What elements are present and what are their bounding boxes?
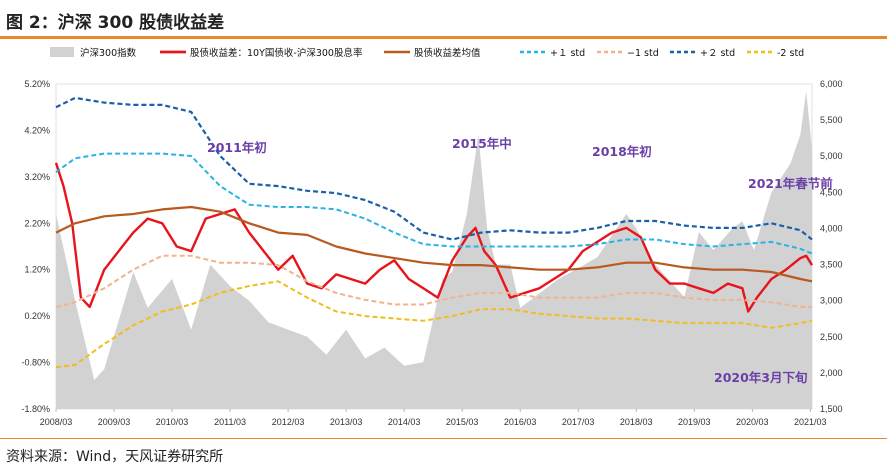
y-right-tick-label: 4,500 (820, 187, 843, 197)
y-right-tick-label: 2,000 (820, 368, 843, 378)
y-left-tick-label: 1.20% (24, 265, 50, 275)
y-left-tick-label: 3.20% (24, 172, 50, 182)
x-tick-label: 2021/03 (794, 417, 827, 427)
title-divider (0, 36, 887, 39)
x-tick-label: 2019/03 (678, 417, 711, 427)
y-right-tick-label: 3,500 (820, 260, 843, 270)
y-right-tick-label: 5,000 (820, 151, 843, 161)
y-left-tick-label: 2.20% (24, 218, 50, 228)
y-left-tick-label: 5.20% (24, 79, 50, 89)
legend-label: -2 std (777, 48, 804, 59)
annotation-label: 2018年初 (592, 144, 652, 159)
x-tick-label: 2010/03 (156, 417, 189, 427)
series-line-6 (55, 280, 813, 369)
source-note: 资料来源：Wind，天风证券研究所 (6, 449, 224, 465)
x-tick-label: 2013/03 (330, 417, 363, 427)
legend-label: +２ std (700, 48, 735, 59)
series-index-area (56, 91, 812, 409)
x-tick-label: 2016/03 (504, 417, 537, 427)
y-right-tick-label: 6,000 (820, 79, 843, 89)
legend-label: +１ std (550, 48, 585, 59)
x-tick-label: 2020/03 (736, 417, 769, 427)
series-line-2 (55, 205, 813, 283)
series-line-4 (55, 254, 812, 308)
annotation-label: 2015年中 (452, 136, 512, 151)
y-right-tick-label: 3,000 (820, 296, 843, 306)
x-tick-label: 2015/03 (446, 417, 479, 427)
line-layer (54, 96, 814, 369)
x-tick-label: 2009/03 (98, 417, 131, 427)
x-tick-label: 2018/03 (620, 417, 653, 427)
legend-label: −1 std (627, 48, 659, 59)
series-line-1 (54, 162, 814, 313)
y-left-tick-label: -0.80% (21, 358, 50, 368)
y-right-tick-label: 5,500 (820, 115, 843, 125)
y-right-tick-label: 1,500 (820, 404, 843, 414)
series-line-3 (55, 152, 813, 255)
annotation-label: 2021年春节前 (748, 176, 833, 191)
y-right-tick-label: 4,000 (820, 223, 843, 233)
annotation-layer: 2011年初 2015年中 2018年初 2021年春节前 2020年3月下旬 (207, 136, 833, 385)
legend-swatch (50, 47, 74, 57)
legend-label: 股债收益差：10Y国债收-沪深300股息率 (190, 47, 363, 59)
legend-label: 沪深300指数 (80, 47, 137, 59)
series-line-5 (55, 96, 813, 241)
annotation-label: 2020年3月下旬 (714, 370, 808, 385)
legend: 沪深300指数 股债收益差：10Y国债收-沪深300股息率 股债收益差均值 +１ st… (50, 47, 804, 59)
source-divider (0, 438, 887, 439)
legend-label: 股债收益差均值 (414, 47, 481, 59)
area-layer (56, 91, 812, 409)
x-tick-label: 2011/03 (214, 417, 246, 427)
x-tick-label: 2012/03 (272, 417, 305, 427)
x-tick-label: 2017/03 (562, 417, 595, 427)
chart: 沪深300指数 股债收益差：10Y国债收-沪深300股息率 股债收益差均值 +１ st… (21, 47, 843, 427)
x-tick-label: 2008/03 (40, 417, 73, 427)
y-right-tick-label: 2,500 (820, 332, 843, 342)
y-left-tick-label: 4.20% (24, 125, 50, 135)
x-tick-label: 2014/03 (388, 417, 421, 427)
axis-layer: 5.20% 4.20% 3.20% 2.20% 1.20% 0.20% -0.80% -1.8… (21, 79, 842, 427)
figure-title: 图 2：沪深 300 股债收益差 (6, 13, 225, 33)
annotation-label: 2011年初 (207, 140, 267, 155)
y-left-tick-label: 0.20% (24, 311, 50, 321)
y-left-tick-label: -1.80% (21, 404, 50, 414)
